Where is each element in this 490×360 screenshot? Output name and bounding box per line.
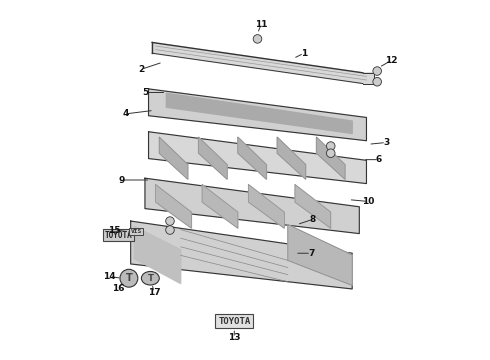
Text: 7: 7 bbox=[308, 249, 314, 258]
Text: 6: 6 bbox=[376, 155, 382, 164]
Text: 2: 2 bbox=[138, 65, 145, 74]
Polygon shape bbox=[167, 103, 352, 131]
Text: 1: 1 bbox=[301, 49, 307, 58]
Polygon shape bbox=[198, 137, 227, 179]
Circle shape bbox=[166, 217, 174, 225]
Circle shape bbox=[326, 149, 335, 157]
Polygon shape bbox=[277, 137, 306, 179]
Polygon shape bbox=[145, 178, 359, 234]
Polygon shape bbox=[167, 96, 352, 125]
Circle shape bbox=[373, 77, 381, 86]
Polygon shape bbox=[248, 185, 284, 228]
Polygon shape bbox=[152, 42, 373, 84]
Circle shape bbox=[166, 226, 174, 234]
Text: T: T bbox=[125, 273, 132, 283]
Text: 5: 5 bbox=[142, 88, 148, 97]
Text: 16: 16 bbox=[112, 284, 124, 293]
Polygon shape bbox=[317, 137, 345, 179]
Polygon shape bbox=[167, 100, 352, 129]
Polygon shape bbox=[167, 98, 352, 127]
Circle shape bbox=[373, 67, 381, 75]
Polygon shape bbox=[167, 105, 352, 134]
Text: 10: 10 bbox=[362, 197, 374, 206]
Text: TOYOTA: TOYOTA bbox=[104, 231, 132, 240]
Circle shape bbox=[120, 269, 138, 287]
Polygon shape bbox=[134, 226, 181, 284]
Text: TOYOTA: TOYOTA bbox=[218, 316, 250, 325]
Polygon shape bbox=[238, 137, 267, 179]
Polygon shape bbox=[148, 89, 367, 141]
Polygon shape bbox=[288, 225, 352, 285]
Text: 11: 11 bbox=[255, 20, 268, 29]
Text: 12: 12 bbox=[385, 56, 398, 65]
Polygon shape bbox=[156, 185, 192, 228]
Text: T: T bbox=[147, 274, 153, 283]
Polygon shape bbox=[131, 221, 352, 289]
Polygon shape bbox=[295, 185, 331, 228]
Polygon shape bbox=[167, 93, 352, 123]
Circle shape bbox=[326, 142, 335, 150]
Text: 9: 9 bbox=[119, 176, 125, 185]
Text: 4: 4 bbox=[122, 109, 128, 118]
Text: 14: 14 bbox=[103, 272, 116, 281]
Text: 8: 8 bbox=[310, 215, 316, 224]
Polygon shape bbox=[202, 185, 238, 228]
Circle shape bbox=[253, 35, 262, 43]
Ellipse shape bbox=[142, 271, 159, 285]
Text: 3: 3 bbox=[383, 138, 389, 147]
Text: 13: 13 bbox=[228, 333, 241, 342]
Text: 17: 17 bbox=[147, 288, 160, 297]
Polygon shape bbox=[159, 137, 188, 179]
Text: VIS: VIS bbox=[130, 229, 142, 234]
Polygon shape bbox=[148, 132, 367, 184]
Text: 15: 15 bbox=[108, 225, 121, 234]
